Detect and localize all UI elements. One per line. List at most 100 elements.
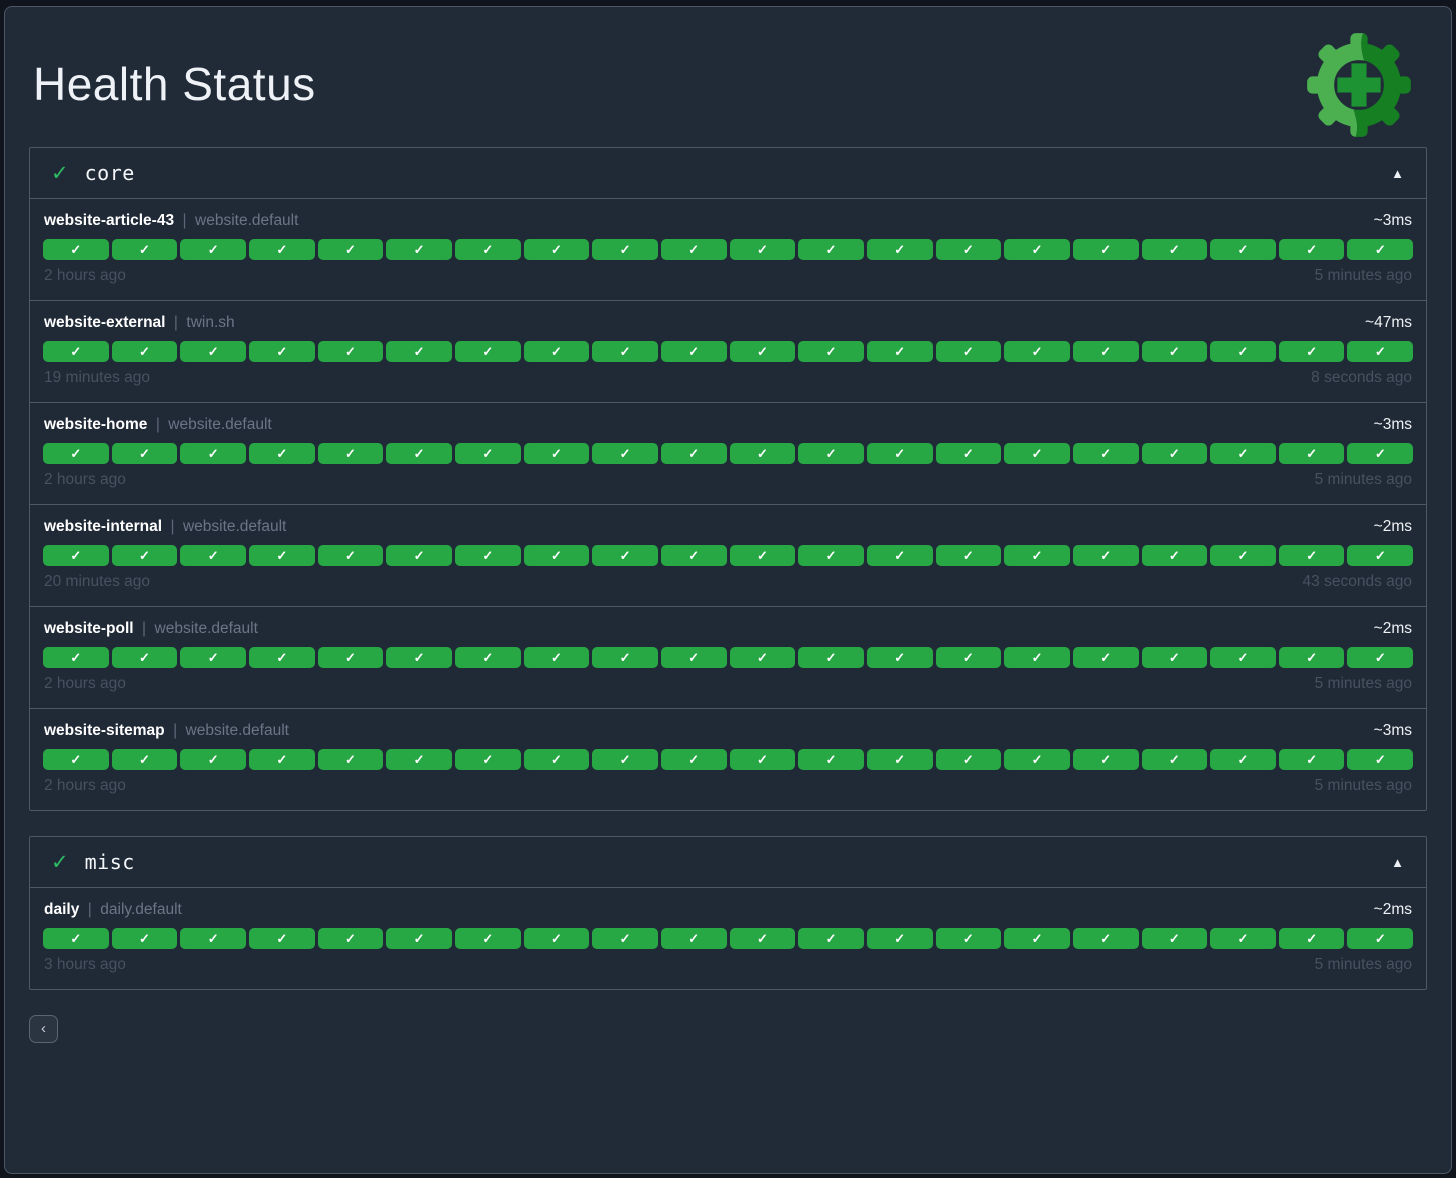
check-block[interactable]: ✓ xyxy=(935,647,1002,668)
check-block[interactable]: ✓ xyxy=(660,928,727,949)
check-block[interactable]: ✓ xyxy=(798,749,864,770)
check-block[interactable]: ✓ xyxy=(660,545,727,566)
check-block[interactable]: ✓ xyxy=(1278,443,1345,464)
check-block[interactable]: ✓ xyxy=(111,341,178,362)
check-block[interactable]: ✓ xyxy=(1210,647,1276,668)
check-block[interactable]: ✓ xyxy=(523,749,590,770)
service-name[interactable]: website-article-43 xyxy=(44,212,175,229)
check-block[interactable]: ✓ xyxy=(317,545,384,566)
check-block[interactable]: ✓ xyxy=(523,239,590,260)
check-block[interactable]: ✓ xyxy=(592,443,658,464)
check-block[interactable]: ✓ xyxy=(1004,928,1070,949)
check-block[interactable]: ✓ xyxy=(386,239,452,260)
check-block[interactable]: ✓ xyxy=(454,928,521,949)
check-block[interactable]: ✓ xyxy=(1072,239,1139,260)
check-block[interactable]: ✓ xyxy=(1141,749,1208,770)
check-block[interactable]: ✓ xyxy=(1278,239,1345,260)
check-block[interactable]: ✓ xyxy=(317,239,384,260)
check-block[interactable]: ✓ xyxy=(43,928,109,949)
service-name[interactable]: daily xyxy=(44,901,80,918)
check-block[interactable]: ✓ xyxy=(866,647,933,668)
check-block[interactable]: ✓ xyxy=(1210,749,1276,770)
check-block[interactable]: ✓ xyxy=(1141,341,1208,362)
check-block[interactable]: ✓ xyxy=(1278,928,1345,949)
check-block[interactable]: ✓ xyxy=(317,928,384,949)
check-block[interactable]: ✓ xyxy=(1278,341,1345,362)
check-block[interactable]: ✓ xyxy=(1347,647,1414,668)
check-block[interactable]: ✓ xyxy=(935,545,1002,566)
check-block[interactable]: ✓ xyxy=(111,239,178,260)
check-block[interactable]: ✓ xyxy=(1210,443,1276,464)
check-block[interactable]: ✓ xyxy=(866,341,933,362)
check-block[interactable]: ✓ xyxy=(729,647,796,668)
check-block[interactable]: ✓ xyxy=(729,928,796,949)
check-block[interactable]: ✓ xyxy=(523,443,590,464)
check-block[interactable]: ✓ xyxy=(180,749,246,770)
service-name[interactable]: website-sitemap xyxy=(44,722,165,739)
check-block[interactable]: ✓ xyxy=(935,239,1002,260)
check-block[interactable]: ✓ xyxy=(180,443,246,464)
check-block[interactable]: ✓ xyxy=(1141,443,1208,464)
check-block[interactable]: ✓ xyxy=(454,749,521,770)
check-block[interactable]: ✓ xyxy=(1072,341,1139,362)
section-header-core[interactable]: ✓ core ▲ xyxy=(30,148,1426,199)
service-name[interactable]: website-internal xyxy=(44,518,162,535)
check-block[interactable]: ✓ xyxy=(248,443,315,464)
check-block[interactable]: ✓ xyxy=(798,341,864,362)
section-header-misc[interactable]: ✓ misc ▲ xyxy=(30,837,1426,888)
check-block[interactable]: ✓ xyxy=(729,545,796,566)
check-block[interactable]: ✓ xyxy=(523,647,590,668)
check-block[interactable]: ✓ xyxy=(43,545,109,566)
check-block[interactable]: ✓ xyxy=(454,239,521,260)
check-block[interactable]: ✓ xyxy=(1347,545,1414,566)
check-block[interactable]: ✓ xyxy=(1210,545,1276,566)
check-block[interactable]: ✓ xyxy=(523,545,590,566)
check-block[interactable]: ✓ xyxy=(523,341,590,362)
check-block[interactable]: ✓ xyxy=(386,341,452,362)
check-block[interactable]: ✓ xyxy=(798,647,864,668)
check-block[interactable]: ✓ xyxy=(866,239,933,260)
check-block[interactable]: ✓ xyxy=(317,749,384,770)
service-name[interactable]: website-home xyxy=(44,416,148,433)
check-block[interactable]: ✓ xyxy=(729,749,796,770)
check-block[interactable]: ✓ xyxy=(592,647,658,668)
check-block[interactable]: ✓ xyxy=(1278,749,1345,770)
check-block[interactable]: ✓ xyxy=(1004,341,1070,362)
check-block[interactable]: ✓ xyxy=(317,443,384,464)
check-block[interactable]: ✓ xyxy=(386,647,452,668)
check-block[interactable]: ✓ xyxy=(1210,239,1276,260)
check-block[interactable]: ✓ xyxy=(43,443,109,464)
check-block[interactable]: ✓ xyxy=(866,928,933,949)
check-block[interactable]: ✓ xyxy=(798,545,864,566)
check-block[interactable]: ✓ xyxy=(111,928,178,949)
check-block[interactable]: ✓ xyxy=(660,647,727,668)
check-block[interactable]: ✓ xyxy=(317,647,384,668)
check-block[interactable]: ✓ xyxy=(43,341,109,362)
check-block[interactable]: ✓ xyxy=(729,239,796,260)
check-block[interactable]: ✓ xyxy=(798,239,864,260)
check-block[interactable]: ✓ xyxy=(111,545,178,566)
check-block[interactable]: ✓ xyxy=(1004,545,1070,566)
check-block[interactable]: ✓ xyxy=(935,341,1002,362)
check-block[interactable]: ✓ xyxy=(935,928,1002,949)
check-block[interactable]: ✓ xyxy=(660,749,727,770)
check-block[interactable]: ✓ xyxy=(386,928,452,949)
check-block[interactable]: ✓ xyxy=(592,545,658,566)
check-block[interactable]: ✓ xyxy=(43,749,109,770)
collapse-triangle-icon[interactable]: ▲ xyxy=(1391,165,1404,181)
check-block[interactable]: ✓ xyxy=(180,928,246,949)
check-block[interactable]: ✓ xyxy=(386,443,452,464)
check-block[interactable]: ✓ xyxy=(1210,341,1276,362)
check-block[interactable]: ✓ xyxy=(317,341,384,362)
check-block[interactable]: ✓ xyxy=(866,545,933,566)
check-block[interactable]: ✓ xyxy=(1072,545,1139,566)
check-block[interactable]: ✓ xyxy=(1347,928,1414,949)
check-block[interactable]: ✓ xyxy=(180,647,246,668)
check-block[interactable]: ✓ xyxy=(248,749,315,770)
check-block[interactable]: ✓ xyxy=(1347,341,1414,362)
check-block[interactable]: ✓ xyxy=(1072,928,1139,949)
check-block[interactable]: ✓ xyxy=(1004,647,1070,668)
check-block[interactable]: ✓ xyxy=(660,443,727,464)
check-block[interactable]: ✓ xyxy=(454,545,521,566)
check-block[interactable]: ✓ xyxy=(386,545,452,566)
